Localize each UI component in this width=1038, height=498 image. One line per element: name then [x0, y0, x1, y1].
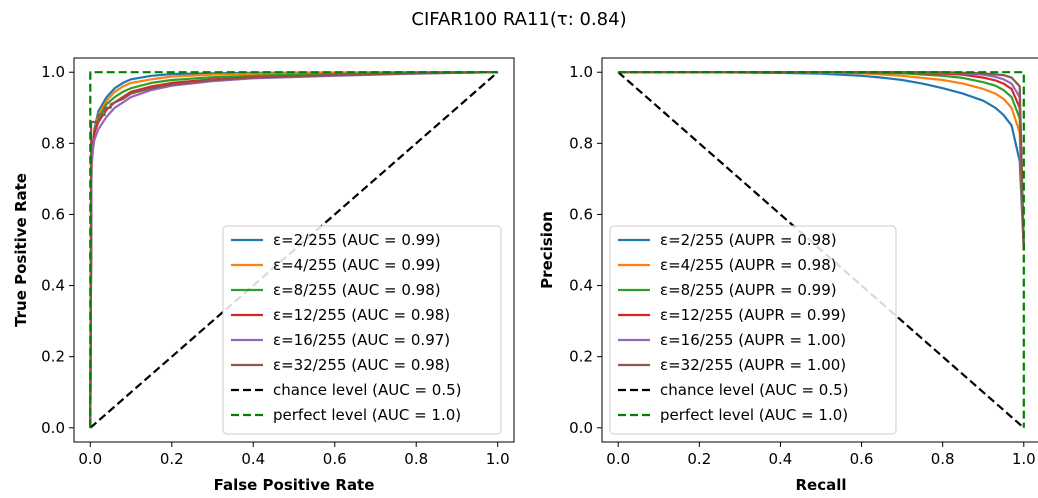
- legend-entry-label: ε=8/255 (AUPR = 0.99): [660, 281, 837, 299]
- legend-entry-label: ε=4/255 (AUPR = 0.98): [660, 256, 837, 274]
- x-tick-label: 0.2: [160, 450, 184, 468]
- x-tick-label: 0.8: [931, 450, 955, 468]
- legend-entry-label: ε=12/255 (AUPR = 0.99): [660, 306, 846, 324]
- y-tick-label: 0.4: [41, 277, 65, 295]
- series-line-4: [618, 71, 1025, 251]
- y-tick-label: 0.8: [569, 134, 593, 152]
- plot-frame: [601, 57, 1038, 443]
- legend-entry-label: ε=8/255 (AUC = 0.98): [273, 281, 441, 299]
- series-group: [89, 71, 499, 429]
- x-tick-label: 0.4: [769, 450, 793, 468]
- y-tick-label: 1.0: [569, 63, 593, 81]
- series-line-7: [89, 71, 498, 428]
- series-line-0: [618, 71, 1025, 251]
- series-group: [617, 71, 1025, 429]
- legend-entry-label: ε=2/255 (AUC = 0.99): [273, 231, 441, 249]
- y-tick-label: 0.2: [569, 348, 593, 366]
- y-tick-label: 0.0: [41, 419, 65, 437]
- x-tick-label: 0.6: [850, 450, 874, 468]
- figure-title: CIFAR100 RA11(τ: 0.84): [411, 9, 626, 30]
- legend-entry-label: perfect level (AUC = 1.0): [660, 406, 848, 424]
- roc-panel: 0.0 0.2 0.4 0.6 0.8 1.0 0.0 0.2 0.4 0.6 0.8 1.0 Fals…: [12, 57, 515, 494]
- series-line-5: [618, 71, 1025, 251]
- x-tick-label: 0.0: [78, 450, 102, 468]
- x-tick-label: 0.0: [606, 450, 630, 468]
- legend: ε=2/255 (AUPR = 0.98) ε=4/255 (AUPR = 0.9…: [609, 225, 897, 435]
- y-tick-label: 0.6: [569, 205, 593, 223]
- legend-entry-label: ε=16/255 (AUPR = 1.00): [660, 331, 846, 349]
- x-axis-label: False Positive Rate: [214, 476, 375, 494]
- x-tick-label: 0.8: [404, 450, 428, 468]
- y-tick-label: 0.6: [41, 205, 65, 223]
- legend-entry-label: ε=2/255 (AUPR = 0.98): [660, 231, 837, 249]
- y-tick-label: 0.2: [41, 348, 65, 366]
- legend-entry-label: perfect level (AUC = 1.0): [273, 406, 461, 424]
- plot-frame: [73, 57, 515, 443]
- y-tick-label: 0.0: [569, 419, 593, 437]
- series-line-1: [618, 71, 1025, 251]
- legend-entry-label: ε=32/255 (AUC = 0.98): [273, 356, 450, 374]
- x-tick-label: 0.4: [241, 450, 265, 468]
- y-axis-label: Precision: [538, 211, 556, 289]
- legend-entry-label: ε=12/255 (AUC = 0.98): [273, 306, 450, 324]
- x-tick-label: 0.2: [687, 450, 711, 468]
- x-tick-label: 1.0: [486, 450, 510, 468]
- legend: ε=2/255 (AUC = 0.99) ε=4/255 (AUC = 0.99)…: [222, 225, 502, 435]
- y-tick-label: 0.4: [569, 277, 593, 295]
- legend-entry-label: ε=4/255 (AUC = 0.99): [273, 256, 441, 274]
- x-axis-label: Recall: [795, 476, 846, 494]
- y-axis-label: True Positive Rate: [12, 173, 30, 327]
- legend-entry-label: chance level (AUC = 0.5): [660, 381, 849, 399]
- series-line-5: [89, 71, 498, 428]
- precision-recall-panel: 0.0 0.2 0.4 0.6 0.8 1.0 0.0 0.2 0.4 0.6 0.8 1.0 Reca…: [538, 57, 1038, 494]
- y-tick-label: 1.0: [41, 63, 65, 81]
- legend-entry-label: chance level (AUC = 0.5): [273, 381, 462, 399]
- series-line-7: [618, 71, 1025, 428]
- legend-entry-label: ε=32/255 (AUPR = 1.00): [660, 356, 846, 374]
- x-tick-label: 1.0: [1012, 450, 1036, 468]
- x-tick-label: 0.6: [323, 450, 347, 468]
- y-tick-label: 0.8: [41, 134, 65, 152]
- series-line-3: [618, 71, 1025, 251]
- series-line-2: [618, 71, 1025, 251]
- legend-entry-label: ε=16/255 (AUC = 0.97): [273, 331, 450, 349]
